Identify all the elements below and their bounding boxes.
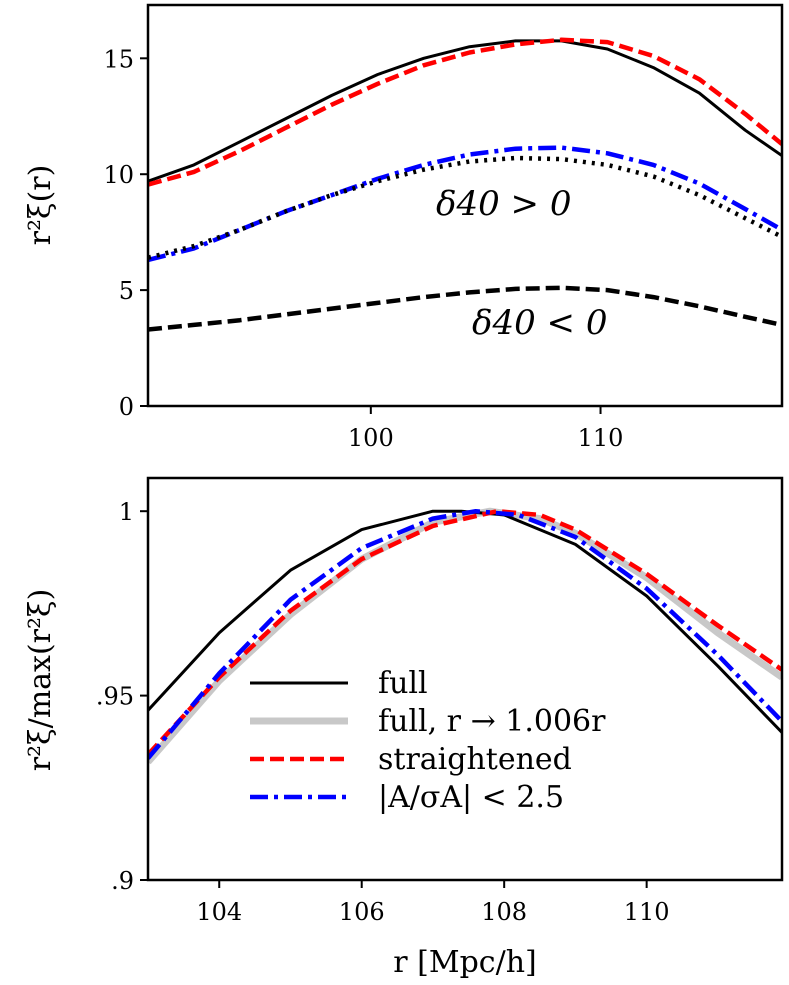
legend-label-full: full <box>378 666 428 701</box>
bottom-x-tick-label: 106 <box>339 898 385 926</box>
top-axes-frame <box>146 3 784 408</box>
top-x-tick-label: 110 <box>578 424 624 452</box>
top-x-tick-label: 100 <box>348 424 394 452</box>
bottom-series-a-a-2-5 <box>148 508 782 760</box>
bottom-series-full <box>148 509 782 734</box>
bottom-x-tick-label: 108 <box>481 898 527 926</box>
bottom-axes-frame <box>146 476 784 882</box>
bottom-series-group <box>148 507 782 765</box>
top-y-tick-label: 0 <box>119 393 134 421</box>
top-y-axis-label: r²ξ(r) <box>23 165 58 246</box>
top-series-straightened <box>148 37 782 187</box>
top-series-a-a-2-5-40-0 <box>148 145 782 263</box>
annotation-delta-negative: δ40 < 0 <box>472 303 607 343</box>
top-series-full-40-0 <box>148 285 782 332</box>
bottom-series-straightened <box>148 508 782 757</box>
bottom-y-tick-label: 1 <box>119 498 134 526</box>
top-y-tick-label: 5 <box>119 277 134 305</box>
top-series-group <box>148 37 782 332</box>
top-panel: 100 110 0 5 10 15 r²ξ(r) δ40 > 0 δ40 < 0 <box>23 3 784 452</box>
bottom-ticks: 104 106 108 110 .9 .95 1 <box>96 498 670 926</box>
legend-label-straightened: straightened <box>378 742 572 777</box>
bottom-x-tick-label: 110 <box>624 898 670 926</box>
legend-label-a-a-2-5: |A/σA| < 2.5 <box>378 780 564 815</box>
bottom-y-tick-label: .9 <box>111 867 134 895</box>
bottom-panel: 104 106 108 110 .9 .95 1 r²ξ/max(r²ξ) r [Mpc/h… <box>23 476 784 980</box>
annotation-delta-positive: δ40 > 0 <box>436 184 571 224</box>
legend-label-full-r-1-006r: full, r → 1.006r <box>378 704 606 739</box>
bottom-y-axis-label: r²ξ/max(r²ξ) <box>23 589 58 772</box>
top-y-tick-label: 15 <box>103 45 134 73</box>
top-y-tick-label: 10 <box>103 161 134 189</box>
bottom-x-axis-label: r [Mpc/h] <box>393 945 536 980</box>
bottom-y-tick-label: .95 <box>96 683 134 711</box>
top-series-full <box>148 39 782 183</box>
bottom-x-tick-label: 104 <box>196 898 242 926</box>
top-ticks: 100 110 0 5 10 15 <box>103 45 623 452</box>
